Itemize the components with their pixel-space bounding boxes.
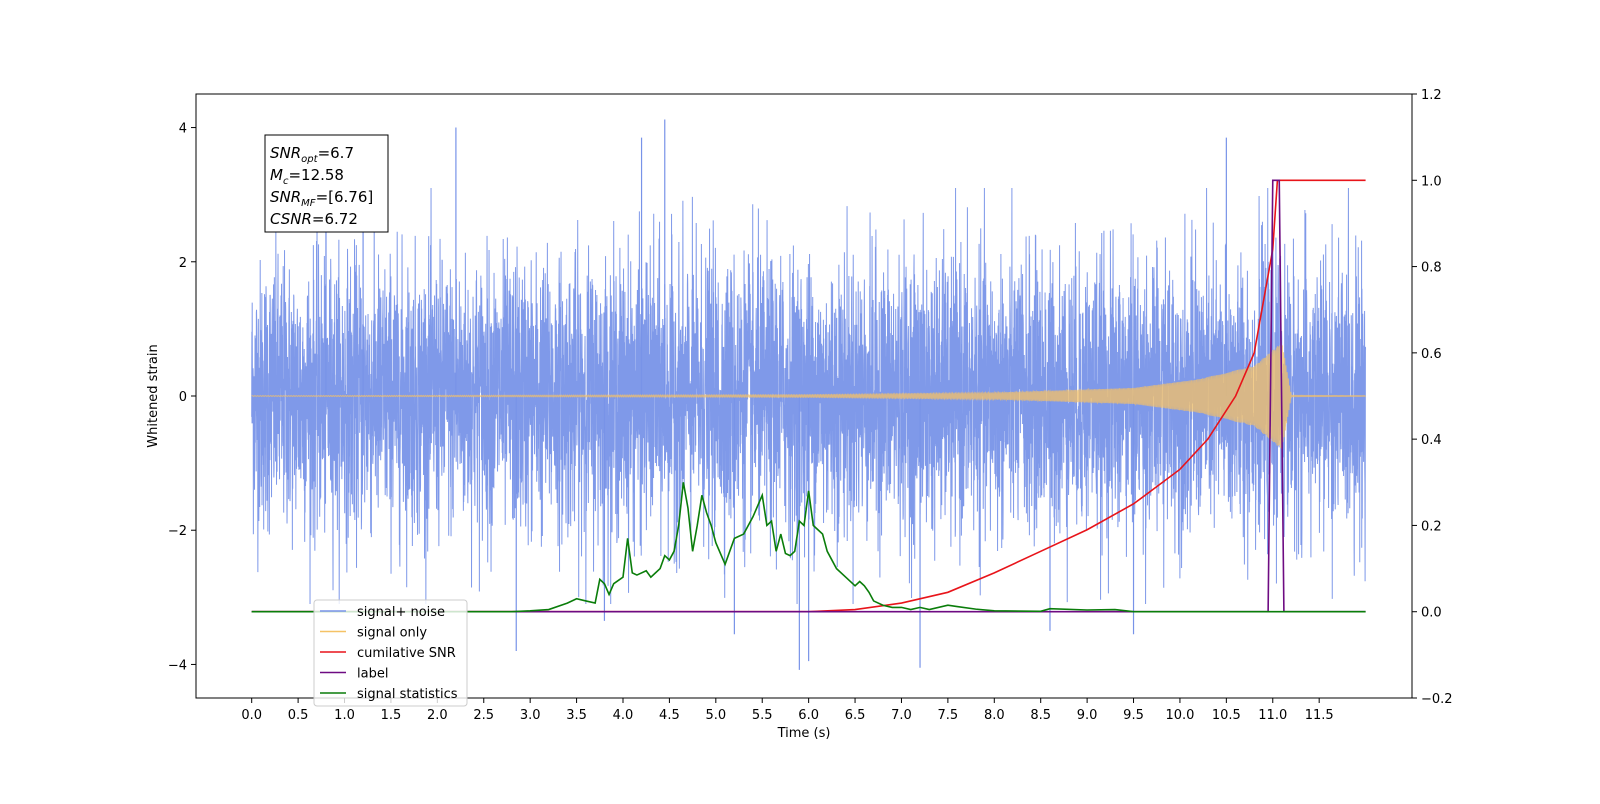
x-tick-label: 4.0 <box>613 708 634 723</box>
stats-symbol: CSNR <box>270 210 312 228</box>
stats-value: =[6.76] <box>316 188 374 206</box>
x-tick-label: 2.0 <box>427 708 448 723</box>
x-tick-label: 4.5 <box>659 708 680 723</box>
y-axis-right: −0.2 0.0 0.2 0.4 0.6 0.8 1.0 1.2 <box>1412 88 1453 707</box>
stats-value: =6.72 <box>312 210 358 228</box>
legend-entry: label <box>357 667 388 682</box>
y-tick-label: −4 <box>168 658 187 673</box>
x-tick-label: 3.0 <box>520 708 541 723</box>
legend-entry: signal+ noise <box>357 605 445 620</box>
y2-tick-label: 0.0 <box>1421 606 1442 621</box>
stats-box-frame <box>264 134 389 233</box>
stats-value: =12.58 <box>288 166 344 184</box>
y2-tick-label: 0.4 <box>1421 433 1442 448</box>
y2-tick-label: 1.2 <box>1421 88 1442 103</box>
x-tick-label: 2.5 <box>473 708 494 723</box>
stats-symbol: SNR <box>270 188 301 206</box>
x-tick-label: 7.0 <box>891 708 912 723</box>
x-tick-label: 5.0 <box>705 708 726 723</box>
y-tick-label: 2 <box>179 256 187 271</box>
x-tick-label: 1.5 <box>381 708 402 723</box>
stats-value: =6.7 <box>318 144 354 162</box>
x-tick-label: 3.5 <box>566 708 587 723</box>
legend-frame <box>313 599 468 707</box>
legend: signal+ noise signal only cumilative SNR la… <box>313 599 468 707</box>
noise-series-layer <box>251 119 1367 670</box>
x-tick-label: 6.5 <box>845 708 866 723</box>
series-line-signal-only <box>251 343 1366 450</box>
stats-symbol: SNR <box>270 144 301 162</box>
x-tick-label: 9.5 <box>1123 708 1144 723</box>
x-tick-label: 11.5 <box>1305 708 1334 723</box>
signal-series-layer <box>251 343 1366 450</box>
legend-entry: signal only <box>357 626 427 641</box>
x-tick-label: 11.0 <box>1258 708 1287 723</box>
x-tick-label: 8.0 <box>984 708 1005 723</box>
stats-subscript: opt <box>301 154 318 165</box>
legend-entry: cumilative SNR <box>357 646 456 661</box>
stats-subscript: MF <box>301 198 316 209</box>
stats-line: CSNR=6.72 <box>270 210 358 228</box>
x-tick-label: 6.0 <box>798 708 819 723</box>
y-axis-left: −4 −2 0 2 4 <box>168 122 196 673</box>
x-tick-label: 5.5 <box>752 708 773 723</box>
stats-symbol: M <box>270 166 283 184</box>
stats-line: SNRMF=[6.76] <box>270 188 373 209</box>
y2-tick-label: 0.2 <box>1421 519 1442 534</box>
x-axis: 0.0 0.5 1.0 1.5 2.0 2.5 3.0 3.5 4.0 4.5 5.0 5.5 6.0 6… <box>241 698 1334 723</box>
stats-line: Mc=12.58 <box>270 166 344 187</box>
y2-tick-label: 1.0 <box>1421 174 1442 189</box>
stats-subscript: c <box>283 176 289 187</box>
y-tick-label: 0 <box>179 390 187 405</box>
x-tick-label: 7.5 <box>938 708 959 723</box>
y2-tick-label: 0.6 <box>1421 347 1442 362</box>
y2-tick-label: −0.2 <box>1421 692 1453 707</box>
x-tick-label: 10.5 <box>1212 708 1241 723</box>
right-axis-series-layer <box>251 179 1366 613</box>
series-line-signal-statistics <box>251 482 1366 613</box>
x-tick-label: 1.0 <box>334 708 355 723</box>
x-tick-label: 10.0 <box>1165 708 1194 723</box>
y-axis-label: Whitened strain <box>146 344 161 447</box>
y-tick-label: 4 <box>179 122 187 137</box>
x-tick-label: 8.5 <box>1030 708 1051 723</box>
y2-tick-label: 0.8 <box>1421 261 1442 276</box>
stats-line: SNRopt=6.7 <box>270 144 354 165</box>
x-tick-label: 9.0 <box>1077 708 1098 723</box>
y-tick-label: −2 <box>168 524 187 539</box>
x-axis-label: Time (s) <box>777 726 831 741</box>
legend-entry: signal statistics <box>357 687 458 702</box>
x-tick-label: 0.5 <box>288 708 309 723</box>
x-tick-label: 0.0 <box>241 708 262 723</box>
